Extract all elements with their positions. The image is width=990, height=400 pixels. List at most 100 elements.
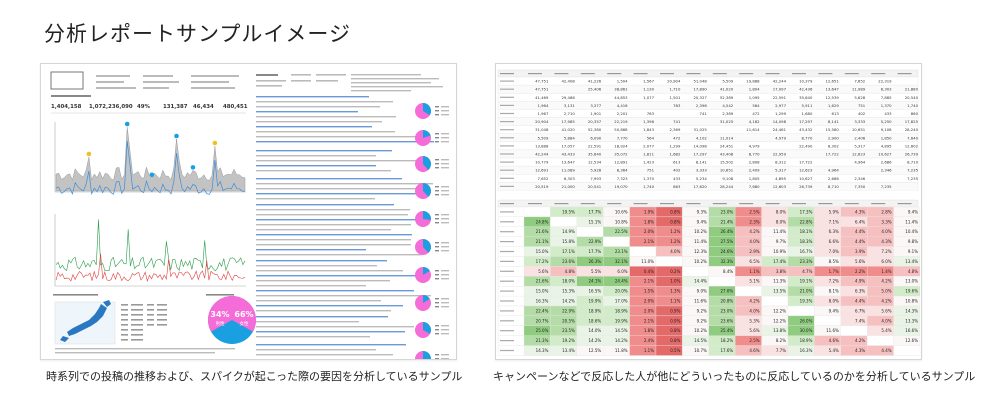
- ratio-cell: 19.6%: [905, 289, 918, 294]
- ratio-cell: 17.3%: [800, 209, 813, 214]
- ratio-cell: 7.4%: [855, 318, 865, 323]
- ratio-cell: 21.3%: [536, 338, 549, 343]
- count-cell: 13,888: [535, 143, 549, 148]
- count-cell: 29,486: [562, 95, 576, 100]
- count-cell: 41,020: [562, 127, 576, 132]
- ratio-cell: 1.1%: [644, 348, 654, 353]
- count-cell: 402: [858, 111, 866, 116]
- ratio-cell: 11.4%: [694, 239, 707, 244]
- ratio-cell: 10.6%: [615, 209, 628, 214]
- ratio-cell: 10.8%: [905, 299, 918, 304]
- ratio-cell: 5.1%: [749, 279, 759, 284]
- ratio-cell: 1.9%: [644, 209, 654, 214]
- ratio-cell: 14.2%: [615, 338, 628, 343]
- count-cell: 433: [884, 111, 892, 116]
- count-cell: 1,423: [643, 160, 654, 165]
- count-cell: 10,627: [799, 176, 813, 181]
- count-cell: 35,640: [799, 95, 813, 100]
- ratio-cell: 10.2%: [694, 328, 707, 333]
- count-cell: 1,805: [749, 176, 760, 181]
- ratio-cell: 11.6%: [826, 328, 839, 333]
- count-cell: 6,303: [564, 176, 575, 181]
- ratio-cell: 11.6%: [694, 299, 707, 304]
- count-cell: 17,985: [562, 119, 576, 124]
- spike-marker: [174, 133, 179, 139]
- cooccurrence-ratio-heatmap: 19.5% 17.7% 10.6% 1.9% 0.8% 9.3% 23.0% 2.5% 8.0%…: [497, 199, 921, 356]
- ratio-cell: 4.4%: [881, 348, 891, 353]
- ratio-cell: 15.1%: [588, 219, 601, 224]
- ratio-cell: 24.1%: [588, 279, 601, 284]
- ratio-cell: 7.2%: [881, 249, 891, 254]
- heat-cell: [867, 335, 894, 346]
- count-cell: 2,686: [881, 160, 892, 165]
- count-cell: 43,432: [799, 127, 813, 132]
- ratio-cell: 11.8%: [615, 348, 628, 353]
- count-cell: 31,048: [535, 127, 549, 132]
- ratio-cell: 12.2%: [773, 318, 786, 323]
- count-cell: 17,722: [826, 152, 840, 157]
- count-cell: 7,652: [854, 79, 865, 84]
- count-cell: 5,911: [802, 103, 813, 108]
- count-cell: 1,710: [670, 87, 681, 92]
- count-cell: 1,095: [749, 95, 760, 100]
- ratio-cell: 4.0%: [881, 229, 891, 234]
- count-cell: 10,627: [878, 152, 892, 157]
- count-cell: 12,691: [535, 168, 549, 173]
- ratio-cell: 19.5%: [562, 209, 575, 214]
- ratio-cell: 25.0%: [536, 328, 549, 333]
- ratio-cell: 4.8%: [565, 269, 575, 274]
- ratio-cell: 0.9%: [670, 308, 680, 313]
- ratio-cell: 4.8%: [908, 269, 918, 274]
- ratio-cell: 2.1%: [644, 318, 654, 323]
- count-cell: 4,964: [828, 168, 839, 173]
- ratio-cell: 4.3%: [855, 209, 865, 214]
- kpi-value-4: 46,434: [193, 104, 214, 110]
- count-cell: 4,895: [775, 176, 786, 181]
- count-cell: 12,539: [826, 95, 840, 100]
- count-cell: 28,240: [905, 127, 919, 132]
- count-cell: 1,811: [643, 152, 654, 157]
- count-cell: 2,346: [854, 176, 865, 181]
- count-cell: 52,389: [720, 95, 734, 100]
- count-cell: 10,379: [799, 79, 813, 84]
- count-cell: 4,542: [722, 103, 733, 108]
- count-cell: 41,469: [535, 95, 549, 100]
- mini-pie-slice: [423, 103, 431, 116]
- count-cell: 8,312: [775, 160, 786, 165]
- ratio-cell: 6.0%: [881, 259, 891, 264]
- count-cell: 41,226: [588, 79, 602, 84]
- ratio-cell: 25.4%: [720, 328, 733, 333]
- ratio-cell: 2.1%: [644, 279, 654, 284]
- ratio-cell: 30.0%: [800, 328, 813, 333]
- count-cell: 863: [673, 184, 681, 189]
- count-cell: 17,297: [799, 119, 813, 124]
- ratio-cell: 14.9%: [562, 229, 575, 234]
- ratio-cell: 0.8%: [670, 338, 680, 343]
- count-cell: 763: [647, 111, 655, 116]
- count-cell: 43,408: [720, 152, 734, 157]
- count-cell: 22,959: [773, 152, 787, 157]
- count-cell: 7,680: [749, 184, 760, 189]
- count-cell: 20,540: [905, 95, 919, 100]
- ratio-cell: 23.1%: [615, 249, 628, 254]
- count-cell: 1,850: [881, 135, 892, 140]
- ratio-cell: 5.4%: [829, 348, 839, 353]
- count-cell: 7,235: [907, 176, 918, 181]
- ratio-cell: 7.0%: [829, 249, 839, 254]
- ratio-cell: 17.2%: [536, 259, 549, 264]
- ratio-cell: 20.8%: [720, 299, 733, 304]
- ratio-cell: 11.4%: [773, 229, 786, 234]
- ratio-cell: 10.7%: [694, 348, 707, 353]
- ratio-cell: 13.4%: [905, 259, 918, 264]
- count-cell: 13,647: [562, 160, 576, 165]
- ratio-cell: 1.0%: [670, 279, 680, 284]
- count-cell: 2,977: [775, 103, 786, 108]
- ratio-cell: 22.9%: [562, 308, 575, 313]
- ratio-cell: 4.9%: [855, 279, 865, 284]
- ratio-cell: 13.5%: [773, 289, 786, 294]
- ratio-cell: 20.0%: [615, 289, 628, 294]
- ratio-cell: 0.8%: [670, 219, 680, 224]
- kpi-value-0: 1,404,158: [51, 104, 82, 110]
- count-cell: 564: [752, 103, 760, 108]
- count-cell: 22,591: [773, 95, 787, 100]
